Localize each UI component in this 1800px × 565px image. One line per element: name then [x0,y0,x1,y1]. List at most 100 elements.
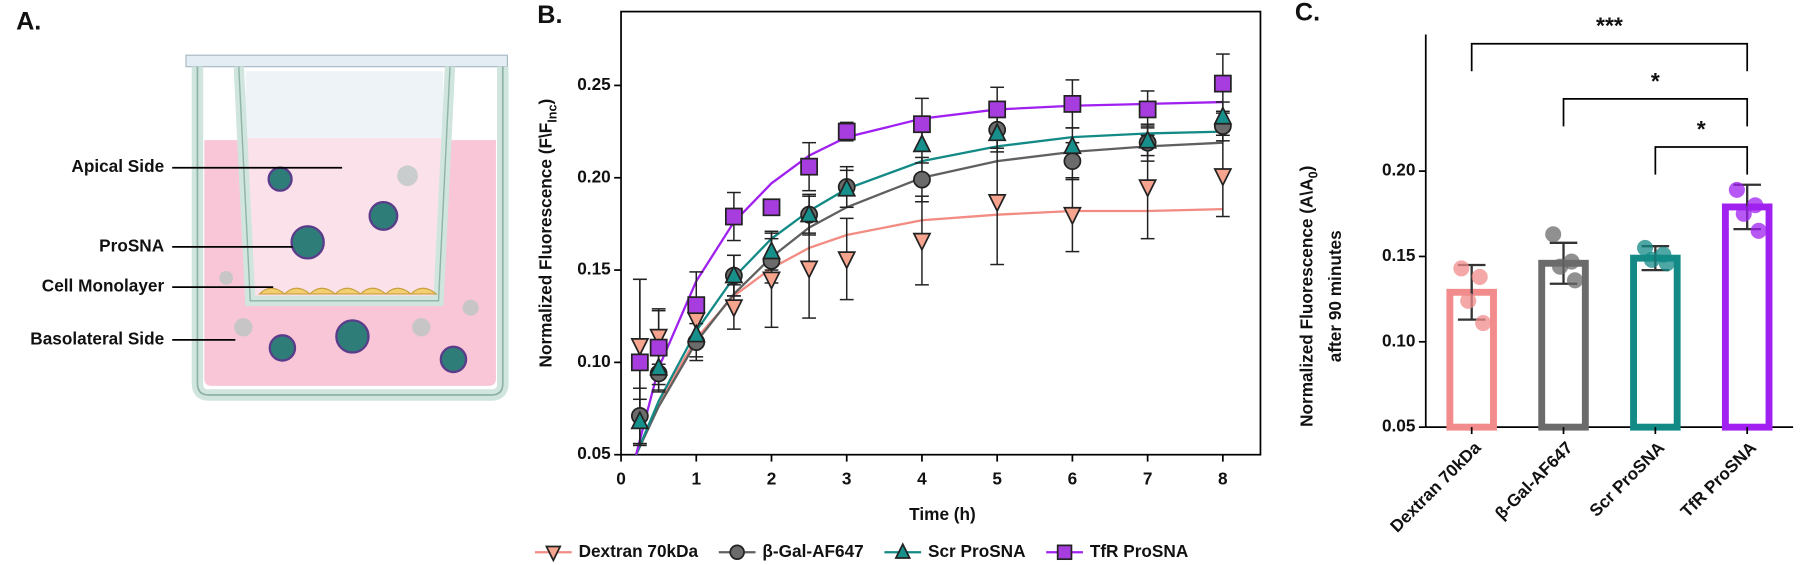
x-tick-label: 3 [842,468,852,488]
data-point [1750,222,1767,239]
marker [762,271,781,291]
panel-label: C. [1295,0,1320,27]
marker [912,133,932,153]
marker [913,170,931,189]
y-tick-label: 0.25 [577,74,611,94]
marker [630,410,650,430]
marker [1138,100,1157,119]
x-axis-label: Time (h) [909,504,976,524]
marker [837,122,856,141]
data-point [1475,314,1492,332]
marker [687,296,706,315]
significance-label: * [1651,68,1660,94]
insert-outline [238,66,451,302]
y-tick-label: 0.05 [1382,416,1416,436]
data-point [1658,255,1675,272]
y-tick-label: 0.05 [577,443,611,463]
marker [1063,152,1082,171]
data-point [1728,181,1745,198]
marker [1138,179,1158,199]
panel-label: A. [16,8,41,36]
legend-label: Dextran 70kDa [579,541,699,561]
significance-bracket [1470,42,1749,72]
legend-marker [894,542,912,559]
x-tick-label: 8 [1218,468,1228,488]
x-tick-label: 5 [992,468,1002,488]
marker [762,240,781,260]
x-tick-label: Scr ProSNA [1585,437,1668,520]
fit-line [634,100,1223,455]
significance-bracket [1562,97,1749,127]
marker [987,194,1007,213]
x-tick-label: β-Gal-AF647 [1491,437,1577,523]
x-tick-label: Dextran 70kDa [1386,437,1485,536]
cell-monolayer [258,287,438,295]
marker [762,198,781,217]
data-point [1747,197,1764,214]
marker [1138,129,1158,149]
plot-frame [620,10,1262,456]
panel-label: B. [537,1,562,29]
x-tick-label: TfR ProSNA [1676,437,1760,521]
data-point [1471,268,1488,285]
y-axis-label-end: ) [1296,166,1316,172]
marker [1213,168,1233,188]
y-axis-label: Normalized Fluorescence (A\A0) [1296,166,1321,427]
y-tick-label: 0.10 [577,351,610,371]
transwell-diagram: A. Apical Side ProSNA Cell Monolayer Bas… [16,8,509,401]
marker [1213,74,1232,93]
faint-nanoparticles [219,165,479,337]
marker [649,328,669,348]
nanoparticles [267,166,468,374]
data-point [1453,260,1470,277]
data-point [1552,258,1569,275]
marker [1062,135,1082,155]
x-tick-label: 2 [767,468,777,488]
air [245,71,444,138]
marker [724,299,744,319]
data-point [1566,272,1584,289]
marker [837,251,857,271]
x-tick-label: 6 [1068,468,1078,488]
y-axis-label-sub: 0 [1307,171,1321,178]
marker [837,177,857,197]
fit-line [635,141,1223,456]
x-tick-label: 1 [691,468,701,488]
fit-line [635,207,1223,456]
legend-marker [545,545,562,563]
marker [799,260,819,280]
marker [987,122,1007,142]
lid [185,54,508,68]
data-point [1545,226,1562,243]
significance-label: *** [1596,13,1623,39]
bar [1538,259,1589,431]
well-outline [196,66,504,396]
marker [988,100,1007,119]
y-tick-label: 0.15 [1382,245,1416,265]
marker [724,207,743,226]
y-tick-label: 0.20 [1382,160,1415,180]
marker [630,338,650,357]
y-axis-label-sub: Inc [546,105,560,123]
significance-bracket [1654,146,1749,175]
marker [799,203,819,223]
significance-label: * [1697,116,1706,142]
diagram-label: Basolateral Side [30,328,164,348]
marker [1062,206,1082,226]
y-tick-label: 0.15 [577,259,611,279]
marker [913,115,931,134]
marker [912,232,932,252]
apical-medium [245,137,444,297]
marker [630,353,649,372]
diagram-label: Cell Monolayer [42,276,165,296]
legend-label: Scr ProSNA [928,541,1026,561]
legend-marker [729,544,745,561]
data-point [1636,239,1654,256]
y-tick-label: 0.10 [1382,330,1415,350]
y-axis-label: Normalized Fluorescence (F\FInc) [535,99,560,368]
bar [1630,254,1681,431]
marker [800,157,819,176]
marker [1213,105,1233,125]
